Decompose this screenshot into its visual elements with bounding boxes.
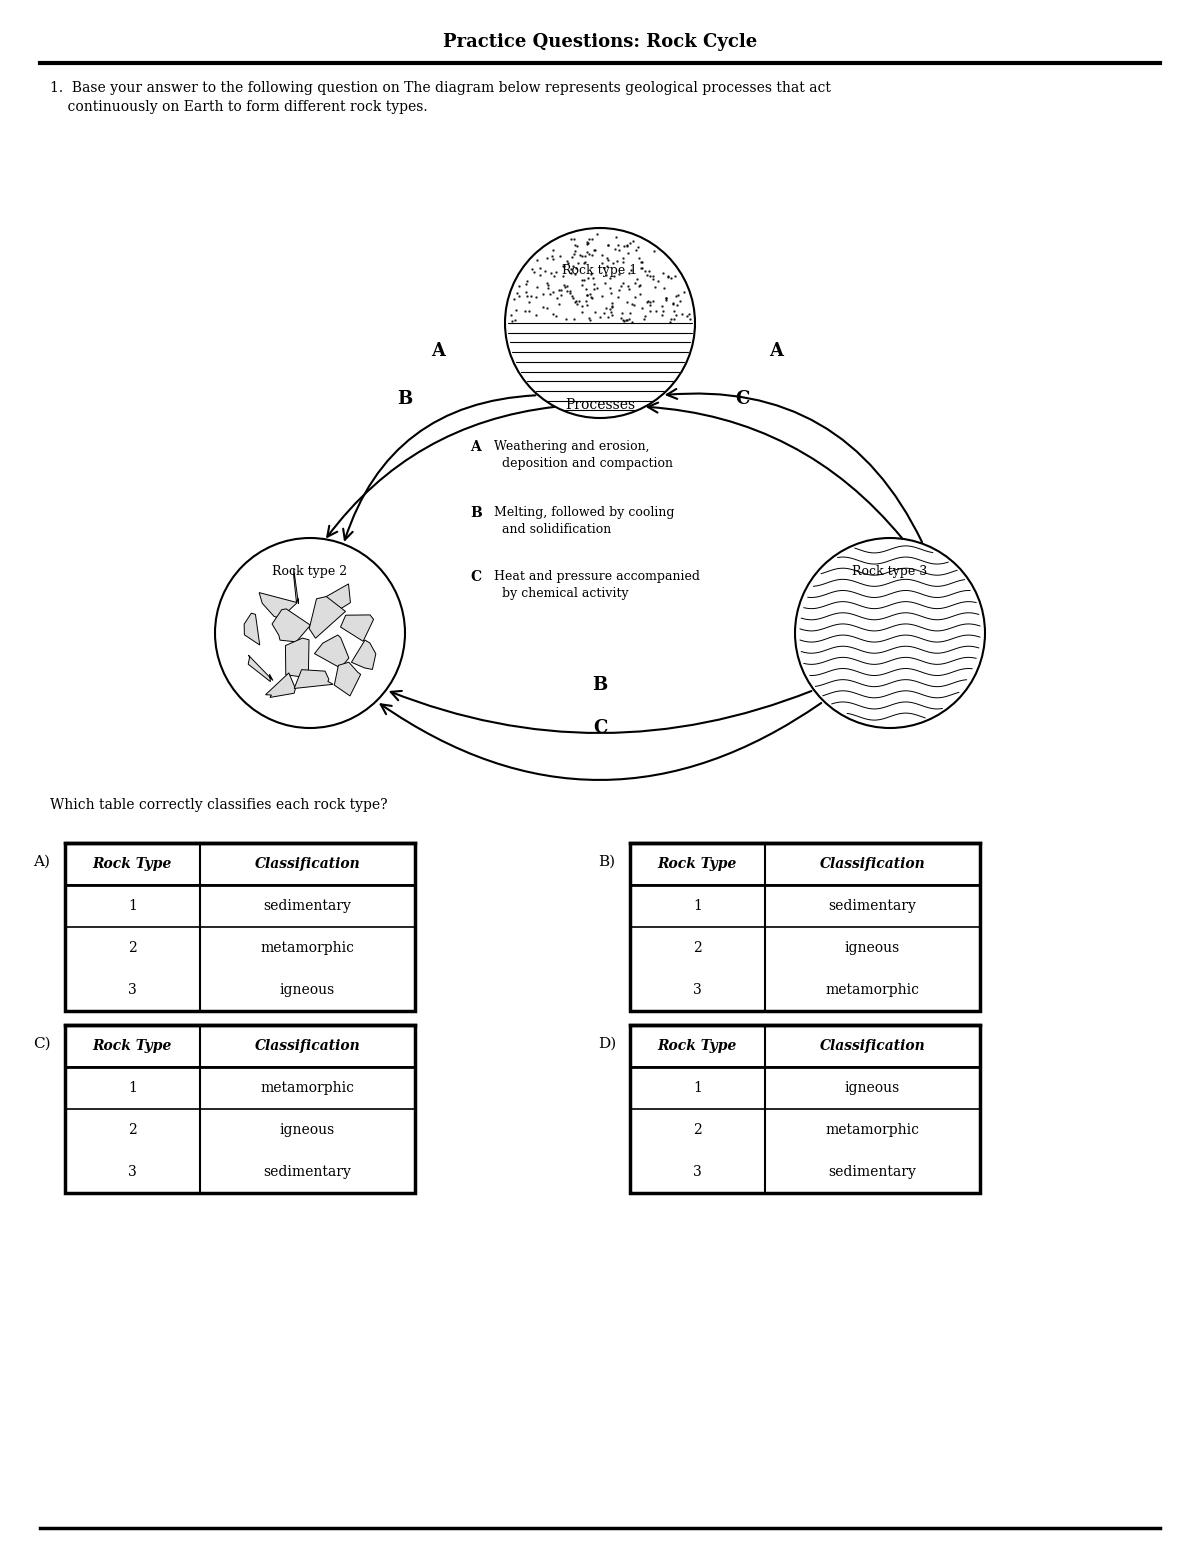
Text: A: A <box>769 343 782 360</box>
Text: Rock type 1: Rock type 1 <box>563 264 637 278</box>
Text: 3: 3 <box>128 1165 137 1179</box>
Text: 3: 3 <box>128 983 137 997</box>
FancyArrowPatch shape <box>667 388 922 542</box>
Bar <box>65 1025 415 1193</box>
FancyArrowPatch shape <box>391 691 811 733</box>
Text: 1: 1 <box>694 899 702 913</box>
Text: Classification: Classification <box>254 1039 360 1053</box>
Text: metamorphic: metamorphic <box>826 983 919 997</box>
FancyArrowPatch shape <box>648 402 902 539</box>
Polygon shape <box>324 584 350 610</box>
Text: Rock Type: Rock Type <box>92 857 172 871</box>
Text: igneous: igneous <box>845 1081 900 1095</box>
Text: D): D) <box>598 1037 617 1051</box>
Text: 3: 3 <box>694 983 702 997</box>
Polygon shape <box>352 640 376 669</box>
Text: igneous: igneous <box>280 983 335 997</box>
Text: sedimentary: sedimentary <box>828 1165 917 1179</box>
Circle shape <box>505 228 695 418</box>
Text: igneous: igneous <box>845 941 900 955</box>
Text: Rock Type: Rock Type <box>92 1039 172 1053</box>
Text: 1: 1 <box>128 899 137 913</box>
Text: sedimentary: sedimentary <box>264 1165 352 1179</box>
Text: B: B <box>593 676 607 694</box>
Polygon shape <box>259 593 298 618</box>
Text: 1: 1 <box>694 1081 702 1095</box>
Text: B: B <box>470 506 481 520</box>
Text: C: C <box>736 390 750 408</box>
Polygon shape <box>272 609 311 641</box>
Text: A): A) <box>34 856 50 870</box>
Polygon shape <box>294 669 334 688</box>
Polygon shape <box>265 672 295 697</box>
Text: Rock Type: Rock Type <box>658 1039 737 1053</box>
Text: sedimentary: sedimentary <box>828 899 917 913</box>
Text: Rock Type: Rock Type <box>658 857 737 871</box>
Text: Classification: Classification <box>820 1039 925 1053</box>
Text: Weathering and erosion,
   deposition and compaction: Weathering and erosion, deposition and c… <box>490 439 673 471</box>
Polygon shape <box>335 662 361 696</box>
FancyArrowPatch shape <box>343 396 535 540</box>
Polygon shape <box>244 613 259 644</box>
Polygon shape <box>286 638 310 677</box>
Text: 2: 2 <box>128 1123 137 1137</box>
Text: sedimentary: sedimentary <box>264 899 352 913</box>
Text: A: A <box>432 343 445 360</box>
Text: B: B <box>397 390 413 408</box>
FancyArrowPatch shape <box>380 704 821 780</box>
Text: Classification: Classification <box>820 857 925 871</box>
Polygon shape <box>341 615 373 641</box>
Text: 2: 2 <box>128 941 137 955</box>
Text: Which table correctly classifies each rock type?: Which table correctly classifies each ro… <box>50 798 388 812</box>
Text: 3: 3 <box>694 1165 702 1179</box>
Text: C: C <box>470 570 481 584</box>
Text: Processes: Processes <box>565 398 635 412</box>
Text: Classification: Classification <box>254 857 360 871</box>
Polygon shape <box>310 596 346 638</box>
Text: igneous: igneous <box>280 1123 335 1137</box>
Bar <box>65 843 415 1011</box>
Text: 1.  Base your answer to the following question on The diagram below represents g: 1. Base your answer to the following que… <box>50 81 830 115</box>
Text: C: C <box>593 719 607 738</box>
Text: Heat and pressure accompanied
   by chemical activity: Heat and pressure accompanied by chemica… <box>490 570 700 599</box>
Bar <box>630 1025 980 1193</box>
Text: metamorphic: metamorphic <box>260 941 354 955</box>
FancyArrowPatch shape <box>328 407 554 537</box>
Text: metamorphic: metamorphic <box>260 1081 354 1095</box>
Circle shape <box>215 537 406 728</box>
Bar <box>630 843 980 1011</box>
Circle shape <box>796 537 985 728</box>
Text: metamorphic: metamorphic <box>826 1123 919 1137</box>
Text: A: A <box>470 439 481 453</box>
Text: 2: 2 <box>694 1123 702 1137</box>
Text: B): B) <box>598 856 616 870</box>
Polygon shape <box>294 568 299 604</box>
Text: Rock type 2: Rock type 2 <box>272 565 348 578</box>
Text: 1: 1 <box>128 1081 137 1095</box>
Polygon shape <box>248 655 272 682</box>
Text: 2: 2 <box>694 941 702 955</box>
Polygon shape <box>314 635 349 668</box>
Text: Practice Questions: Rock Cycle: Practice Questions: Rock Cycle <box>443 33 757 51</box>
Text: Melting, followed by cooling
   and solidification: Melting, followed by cooling and solidif… <box>490 506 674 536</box>
Text: Rock type 3: Rock type 3 <box>852 565 928 578</box>
Text: C): C) <box>34 1037 50 1051</box>
